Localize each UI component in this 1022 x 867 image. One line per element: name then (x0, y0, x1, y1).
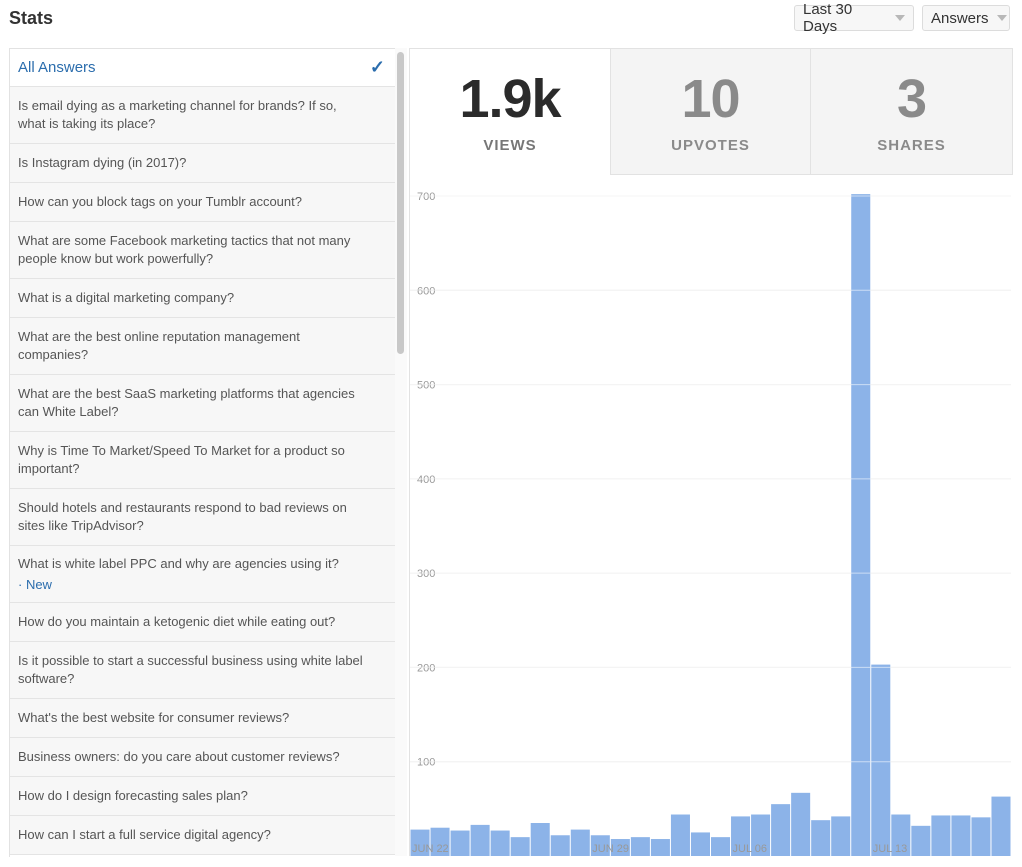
sidebar-item-label: How do I design forecasting sales plan? (18, 788, 248, 803)
shares-label: SHARES (877, 137, 946, 154)
x-tick-label: JUL 13 (873, 843, 907, 855)
sidebar-item[interactable]: What is a digital marketing company? (10, 279, 395, 318)
sidebar-item-label: How do you maintain a ketogenic diet whi… (18, 614, 336, 629)
sidebar-item[interactable]: How do you maintain a ketogenic diet whi… (10, 603, 395, 642)
sidebar-item[interactable]: Is email dying as a marketing channel fo… (10, 87, 395, 144)
sidebar-item[interactable]: What's the best website for consumer rev… (10, 699, 395, 738)
sidebar-item[interactable]: Should hotels and restaurants respond to… (10, 489, 395, 546)
views-count: 1.9k (459, 69, 561, 129)
chart-bar[interactable] (630, 837, 650, 856)
chart-bar[interactable] (530, 823, 550, 856)
chart-bar[interactable] (570, 829, 590, 856)
sidebar-item-label: All Answers (18, 58, 96, 76)
chart-bar[interactable] (811, 820, 831, 856)
chart-bar[interactable] (831, 816, 851, 856)
sidebar-item-label: How can I start a full service digital a… (18, 827, 271, 842)
sidebar-item[interactable]: How can I start a full service digital a… (10, 816, 395, 855)
sidebar-item-label: What's the best website for consumer rev… (18, 710, 290, 725)
sidebar-item[interactable]: What are the best SaaS marketing platfor… (10, 375, 395, 432)
x-tick-label: JUN 22 (412, 843, 449, 855)
y-tick-label: 600 (417, 285, 435, 297)
new-badge: · New (18, 576, 52, 592)
chart-bar[interactable] (791, 792, 811, 856)
views-label: VIEWS (483, 137, 537, 154)
sidebar-item-label: Business owners: do you care about custo… (18, 749, 340, 764)
checkmark-icon: ✓ (369, 57, 385, 77)
stats-panel: 1.9k VIEWS 10 UPVOTES 3 SHARES 100 200 300… (409, 48, 1013, 856)
sidebar-item-label: What are some Facebook marketing tactics… (18, 233, 351, 266)
shares-count: 3 (896, 69, 927, 129)
content-type-dropdown[interactable]: Answers (922, 5, 1010, 31)
chart-bar[interactable] (951, 815, 971, 856)
chart-bar[interactable] (931, 815, 951, 856)
sidebar-item-label: Is email dying as a marketing channel fo… (18, 98, 337, 131)
tab-views[interactable]: 1.9k VIEWS (410, 48, 610, 175)
chart-bar[interactable] (751, 814, 771, 856)
chart-bar[interactable] (731, 816, 751, 856)
sidebar-item-label: Why is Time To Market/Speed To Market fo… (18, 443, 345, 476)
sidebar-item[interactable]: What is white label PPC and why are agen… (10, 546, 395, 603)
y-tick-label: 700 (417, 191, 435, 203)
chart-bar[interactable] (650, 839, 670, 856)
sidebar-item-label: What are the best SaaS marketing platfor… (18, 386, 355, 419)
y-tick-label: 500 (417, 380, 435, 392)
chart-bar[interactable] (610, 839, 630, 856)
chevron-down-icon (996, 15, 1007, 21)
sidebar-item-label: How can you block tags on your Tumblr ac… (18, 194, 302, 209)
y-tick-label: 400 (417, 474, 435, 486)
chart-bar[interactable] (670, 814, 690, 856)
y-tick-label: 300 (417, 568, 435, 580)
chart-bar[interactable] (991, 796, 1011, 856)
y-tick-label: 100 (417, 757, 435, 769)
sidebar-item[interactable]: Is it possible to start a successful bus… (10, 642, 395, 699)
content-type-label: Answers (931, 9, 989, 27)
sidebar-item[interactable]: Business owners: do you care about custo… (10, 738, 395, 777)
sidebar-item-label: Is it possible to start a successful bus… (18, 653, 363, 686)
sidebar-item-all-answers[interactable]: All Answers ✓ (10, 49, 395, 87)
sidebar-item[interactable]: How do I design forecasting sales plan? (10, 777, 395, 816)
page-title: Stats (9, 8, 54, 28)
chart-bar[interactable] (911, 825, 931, 856)
sidebar-item-label: Is Instagram dying (in 2017)? (18, 155, 187, 170)
sidebar-item[interactable]: Is Instagram dying (in 2017)? (10, 144, 395, 183)
chart-bar[interactable] (711, 837, 731, 856)
tab-shares[interactable]: 3 SHARES (810, 48, 1013, 175)
sidebar-item-label: Should hotels and restaurants respond to… (18, 500, 347, 533)
y-tick-label: 200 (417, 662, 435, 674)
chart-bar[interactable] (430, 827, 450, 856)
sidebar-item[interactable]: How can you block tags on your Tumblr ac… (10, 183, 395, 222)
x-tick-label: JUL 06 (733, 843, 767, 855)
chart-bar[interactable] (851, 194, 871, 856)
answers-sidebar: All Answers ✓ Is email dying as a market… (9, 48, 395, 857)
upvotes-count: 10 (681, 69, 740, 129)
chart-bar[interactable] (971, 817, 991, 856)
sidebar-item[interactable]: Why is Time To Market/Speed To Market fo… (10, 432, 395, 489)
x-tick-label: JUN 29 (592, 843, 629, 855)
upvotes-label: UPVOTES (671, 137, 750, 154)
chart-bar[interactable] (410, 829, 430, 856)
chart-bar[interactable] (771, 804, 791, 856)
chart-bar[interactable] (690, 832, 710, 856)
date-range-label: Last 30 Days (803, 1, 853, 35)
chart-bar[interactable] (891, 814, 911, 856)
chart-bar[interactable] (510, 837, 530, 856)
tab-upvotes[interactable]: 10 UPVOTES (610, 48, 810, 175)
chevron-down-icon (895, 15, 905, 21)
views-bar-chart: 100 200 300 400 500 600 700 JUN 22 JUN 29 JUL 06 J… (410, 191, 1011, 856)
chart-bar[interactable] (590, 835, 610, 856)
chart-bar[interactable] (871, 664, 891, 856)
sidebar-item[interactable]: What are the best online reputation mana… (10, 318, 395, 375)
sidebar-item-label: What is a digital marketing company? (18, 290, 235, 305)
chart-bar[interactable] (490, 830, 510, 856)
date-range-dropdown[interactable]: Last 30 Days (794, 1, 914, 35)
sidebar-item-label: What is white label PPC and why are agen… (18, 555, 339, 571)
chart-bar[interactable] (470, 824, 490, 856)
sidebar-item-label: What are the best online reputation mana… (18, 329, 300, 362)
chart-bar[interactable] (550, 835, 570, 856)
sidebar-item[interactable]: What are some Facebook marketing tactics… (10, 222, 395, 279)
sidebar-scrollbar-thumb[interactable] (397, 52, 404, 354)
chart-bar[interactable] (450, 830, 470, 856)
